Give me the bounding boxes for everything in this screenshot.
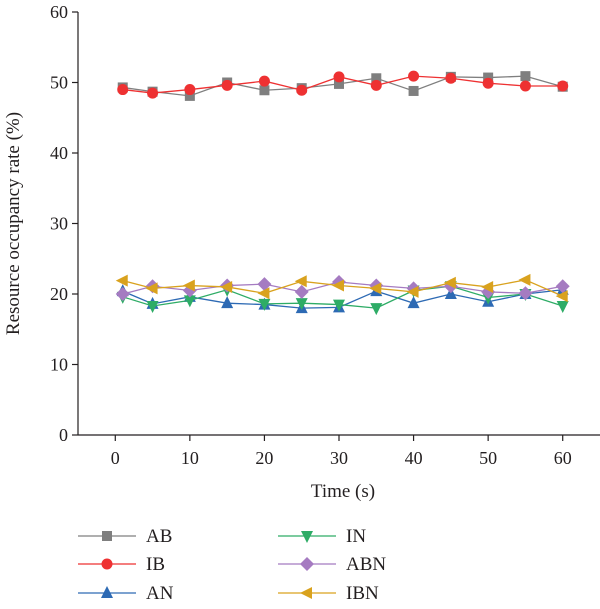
data-point-ib bbox=[184, 84, 196, 96]
series-layer bbox=[115, 70, 570, 316]
data-point-in bbox=[295, 298, 308, 311]
x-tick-label: 0 bbox=[111, 448, 120, 468]
data-point-abn bbox=[518, 286, 533, 301]
legend-marker bbox=[300, 557, 314, 571]
data-point-ab bbox=[259, 85, 270, 96]
legend-label: IB bbox=[146, 554, 165, 575]
data-point-ab bbox=[520, 71, 531, 82]
data-point-an bbox=[407, 296, 420, 309]
data-point-ab bbox=[483, 72, 494, 83]
data-point-ib bbox=[370, 79, 382, 91]
data-point-ib bbox=[147, 87, 159, 99]
data-point-in bbox=[556, 300, 569, 313]
data-point-ibn bbox=[555, 290, 568, 303]
legend-marker bbox=[101, 586, 113, 598]
data-point-abn bbox=[257, 277, 272, 292]
data-point-ibn bbox=[332, 279, 344, 292]
y-axis-title: Resource occupancy rate (%) bbox=[3, 112, 24, 335]
data-point-ib bbox=[519, 80, 531, 92]
x-tick-label: 40 bbox=[405, 448, 423, 468]
data-point-ib bbox=[333, 71, 345, 83]
data-point-in bbox=[258, 298, 271, 311]
data-point-in bbox=[183, 295, 196, 308]
legend-marker bbox=[300, 587, 312, 599]
data-point-ib bbox=[408, 70, 420, 82]
data-point-ib bbox=[258, 75, 270, 87]
legend-item-in: IN bbox=[278, 526, 366, 547]
legend-label: ABN bbox=[346, 554, 386, 575]
legend-item-abn: ABN bbox=[278, 554, 386, 575]
legend-item-an: AN bbox=[78, 583, 174, 604]
legend-label: AB bbox=[146, 526, 172, 547]
y-tick-label: 60 bbox=[50, 2, 68, 22]
data-point-abn bbox=[294, 284, 309, 299]
data-point-ab bbox=[184, 90, 195, 101]
legend-marker bbox=[301, 531, 313, 543]
data-point-ibn bbox=[443, 276, 456, 289]
data-point-in bbox=[370, 303, 383, 316]
data-point-abn bbox=[115, 287, 130, 301]
data-point-ibn bbox=[257, 287, 270, 300]
legend-label: IBN bbox=[346, 583, 379, 604]
data-point-ibn bbox=[220, 280, 233, 293]
data-point-ib bbox=[117, 84, 129, 96]
data-point-ibn bbox=[369, 282, 382, 295]
data-point-ibn bbox=[481, 280, 494, 293]
x-tick-label: 10 bbox=[181, 448, 199, 468]
y-tick-label: 20 bbox=[50, 284, 68, 304]
data-point-in bbox=[333, 299, 345, 312]
data-point-ibn bbox=[294, 275, 307, 288]
legend-marker bbox=[102, 531, 112, 541]
x-tick-label: 60 bbox=[554, 448, 572, 468]
data-point-in bbox=[146, 300, 159, 313]
data-point-ibn bbox=[406, 285, 419, 298]
data-point-ibn bbox=[518, 273, 531, 286]
data-point-ibn bbox=[115, 274, 128, 287]
legend-label: IN bbox=[346, 526, 366, 547]
data-point-ibn bbox=[182, 279, 195, 292]
data-point-ab bbox=[334, 78, 344, 89]
y-tick-label: 0 bbox=[59, 425, 68, 445]
data-point-ab bbox=[371, 73, 382, 84]
series-ib bbox=[117, 70, 569, 99]
data-point-ab bbox=[408, 85, 419, 96]
x-tick-label: 30 bbox=[330, 448, 348, 468]
x-tick-label: 50 bbox=[479, 448, 497, 468]
data-point-ib bbox=[482, 77, 494, 89]
data-point-ib bbox=[221, 79, 233, 91]
axes: 0 10 20 30 40 50 60 0 10 20 30 40 50 60 bbox=[50, 2, 600, 468]
data-point-an bbox=[221, 296, 234, 309]
x-axis-title: Time (s) bbox=[311, 481, 375, 502]
data-point-ib bbox=[557, 80, 569, 92]
data-point-ib bbox=[445, 72, 457, 84]
y-tick-label: 50 bbox=[50, 73, 68, 93]
legend-item-ib: IB bbox=[78, 554, 165, 575]
legend-item-ab: AB bbox=[78, 526, 172, 547]
data-point-ibn bbox=[145, 282, 158, 295]
data-point-abn bbox=[555, 279, 570, 294]
x-tick-label: 20 bbox=[255, 448, 273, 468]
legend: AB IB AN IN ABN IBN bbox=[78, 526, 386, 604]
y-tick-label: 40 bbox=[50, 143, 68, 163]
y-tick-label: 30 bbox=[50, 214, 68, 234]
data-point-ib bbox=[296, 84, 308, 96]
legend-item-ibn: IBN bbox=[278, 583, 379, 604]
series-ibn bbox=[115, 273, 568, 303]
legend-marker bbox=[101, 558, 113, 570]
legend-label: AN bbox=[146, 583, 174, 604]
y-tick-label: 10 bbox=[50, 355, 68, 375]
